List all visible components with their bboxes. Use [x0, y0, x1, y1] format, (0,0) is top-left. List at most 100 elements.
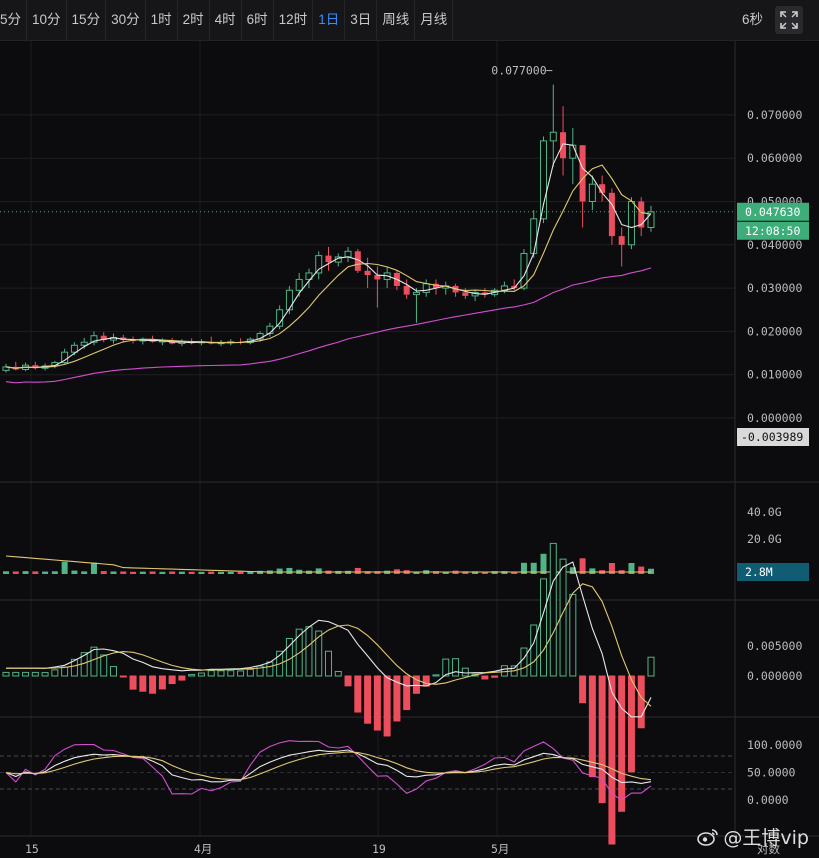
kdj-tick-label: 0.0000 [747, 793, 789, 807]
current-volume-label: 2.8M [745, 565, 773, 579]
date-axis-label: 5月 [491, 842, 509, 856]
timeframe-8[interactable]: 12时 [274, 0, 314, 40]
volume-tick-label: 40.0G [747, 505, 782, 519]
macd-histogram-bar [442, 658, 450, 677]
price-tick-label: 0.070000 [747, 108, 802, 122]
volume-bar [579, 558, 586, 574]
volume-bar [71, 570, 78, 574]
date-axis-label: 19 [372, 842, 386, 856]
volume-tag [737, 563, 809, 581]
volume-bar [589, 568, 596, 574]
macd-indicator [2, 542, 655, 845]
candle-body-up [530, 218, 538, 254]
timeframe-9[interactable]: 1日 [313, 0, 346, 40]
timeframe-5[interactable]: 2时 [178, 0, 210, 40]
log-scale-label: 对数 [757, 842, 780, 856]
candle-body-up [315, 255, 323, 274]
volume-bar [81, 571, 88, 574]
candle-body-down [100, 335, 107, 341]
volume-bar [413, 571, 420, 574]
price-axis: 0.0700000.0600000.0500000.0400000.030000… [0, 64, 809, 856]
macd-histogram-bar [344, 675, 352, 687]
macd-histogram-bar [647, 656, 655, 677]
volume-bar [520, 562, 527, 574]
macd-histogram-bar [364, 675, 372, 724]
weibo-icon [697, 828, 719, 846]
candle-body-up [422, 283, 430, 293]
timeframe-12[interactable]: 月线 [415, 0, 454, 40]
volume-bar [208, 571, 215, 574]
volume-bar [354, 567, 361, 574]
volume-bar [22, 571, 29, 574]
macd-histogram-bar [383, 675, 391, 737]
macd-histogram-bar [188, 674, 196, 677]
candle-body-down [32, 365, 39, 369]
candle-body-down [433, 283, 439, 289]
fullscreen-button[interactable] [775, 6, 803, 34]
macd-histogram-bar [246, 668, 254, 677]
macd-histogram-bar [588, 675, 596, 778]
expand-icon [780, 11, 798, 29]
volume-bar [130, 571, 137, 574]
timeframe-1[interactable]: 10分 [27, 0, 67, 40]
macd-histogram-bar [432, 674, 440, 677]
volume-bar [61, 561, 68, 574]
volume-bar [169, 571, 176, 574]
timeframe-3[interactable]: 30分 [106, 0, 146, 40]
high-price-marker: 0.077000 [491, 64, 546, 78]
volume-tick-label: 20.0G [747, 532, 782, 546]
macd-histogram-bar [31, 671, 39, 677]
macd-histogram-bar [461, 667, 469, 677]
candle-body-up [520, 252, 528, 289]
macd-histogram-bar [149, 675, 157, 694]
volume-bar [51, 571, 58, 574]
refresh-interval-label[interactable]: 6秒 [741, 12, 763, 27]
macd-histogram-bar [500, 665, 508, 677]
timeframe-4[interactable]: 1时 [146, 0, 178, 40]
candle-body-up [285, 289, 293, 311]
macd-histogram-bar [618, 675, 626, 812]
macd-histogram-bar [129, 675, 137, 690]
macd-histogram-bar [403, 675, 411, 711]
candle-body-up [70, 344, 78, 353]
volume-bar [628, 563, 635, 574]
macd-histogram-bar [393, 675, 401, 722]
low-axis-tag [737, 428, 809, 446]
kline-chart[interactable]: 0.0700000.0600000.0500000.0400000.030000… [0, 41, 819, 858]
volume-bar [481, 571, 488, 574]
macd-histogram-bar [540, 578, 547, 677]
macd-histogram-bar [481, 675, 489, 680]
candle-body-up [80, 341, 88, 346]
price-tick-label: 0.060000 [747, 151, 802, 165]
macd-histogram-bar [237, 670, 245, 677]
ma-short-line [5, 143, 652, 369]
volume-bar [110, 571, 117, 574]
timeframe-2[interactable]: 15分 [67, 0, 107, 40]
candle-body-up [61, 351, 69, 364]
macd-histogram-bar [207, 670, 215, 677]
chart-grid [0, 41, 819, 837]
volume-bar [178, 571, 185, 574]
date-axis-label: 15 [25, 842, 39, 856]
macd-histogram-bar [412, 675, 420, 694]
macd-histogram-bar [12, 671, 20, 677]
candle-body-up [295, 278, 303, 291]
macd-histogram-bar [354, 675, 362, 713]
timeframe-7[interactable]: 6时 [242, 0, 274, 40]
macd-dea-line [6, 583, 652, 707]
macd-histogram-bar [90, 646, 98, 677]
ma-mid-line [5, 164, 652, 369]
ma-long-line [5, 267, 652, 384]
timeframe-0[interactable]: 5分 [0, 0, 28, 40]
timeframe-6[interactable]: 4时 [210, 0, 242, 40]
timeframe-10[interactable]: 3日 [345, 0, 378, 40]
current-price-label: 0.047630 [745, 205, 800, 219]
candle-body-up [344, 250, 352, 258]
macd-histogram-bar [325, 650, 332, 677]
volume-bar [90, 562, 97, 574]
macd-histogram-bar [520, 647, 528, 677]
volume-bar [608, 563, 615, 574]
macd-histogram-bar [305, 626, 313, 677]
macd-histogram-bar [41, 672, 49, 677]
timeframe-11[interactable]: 周线 [377, 0, 416, 40]
